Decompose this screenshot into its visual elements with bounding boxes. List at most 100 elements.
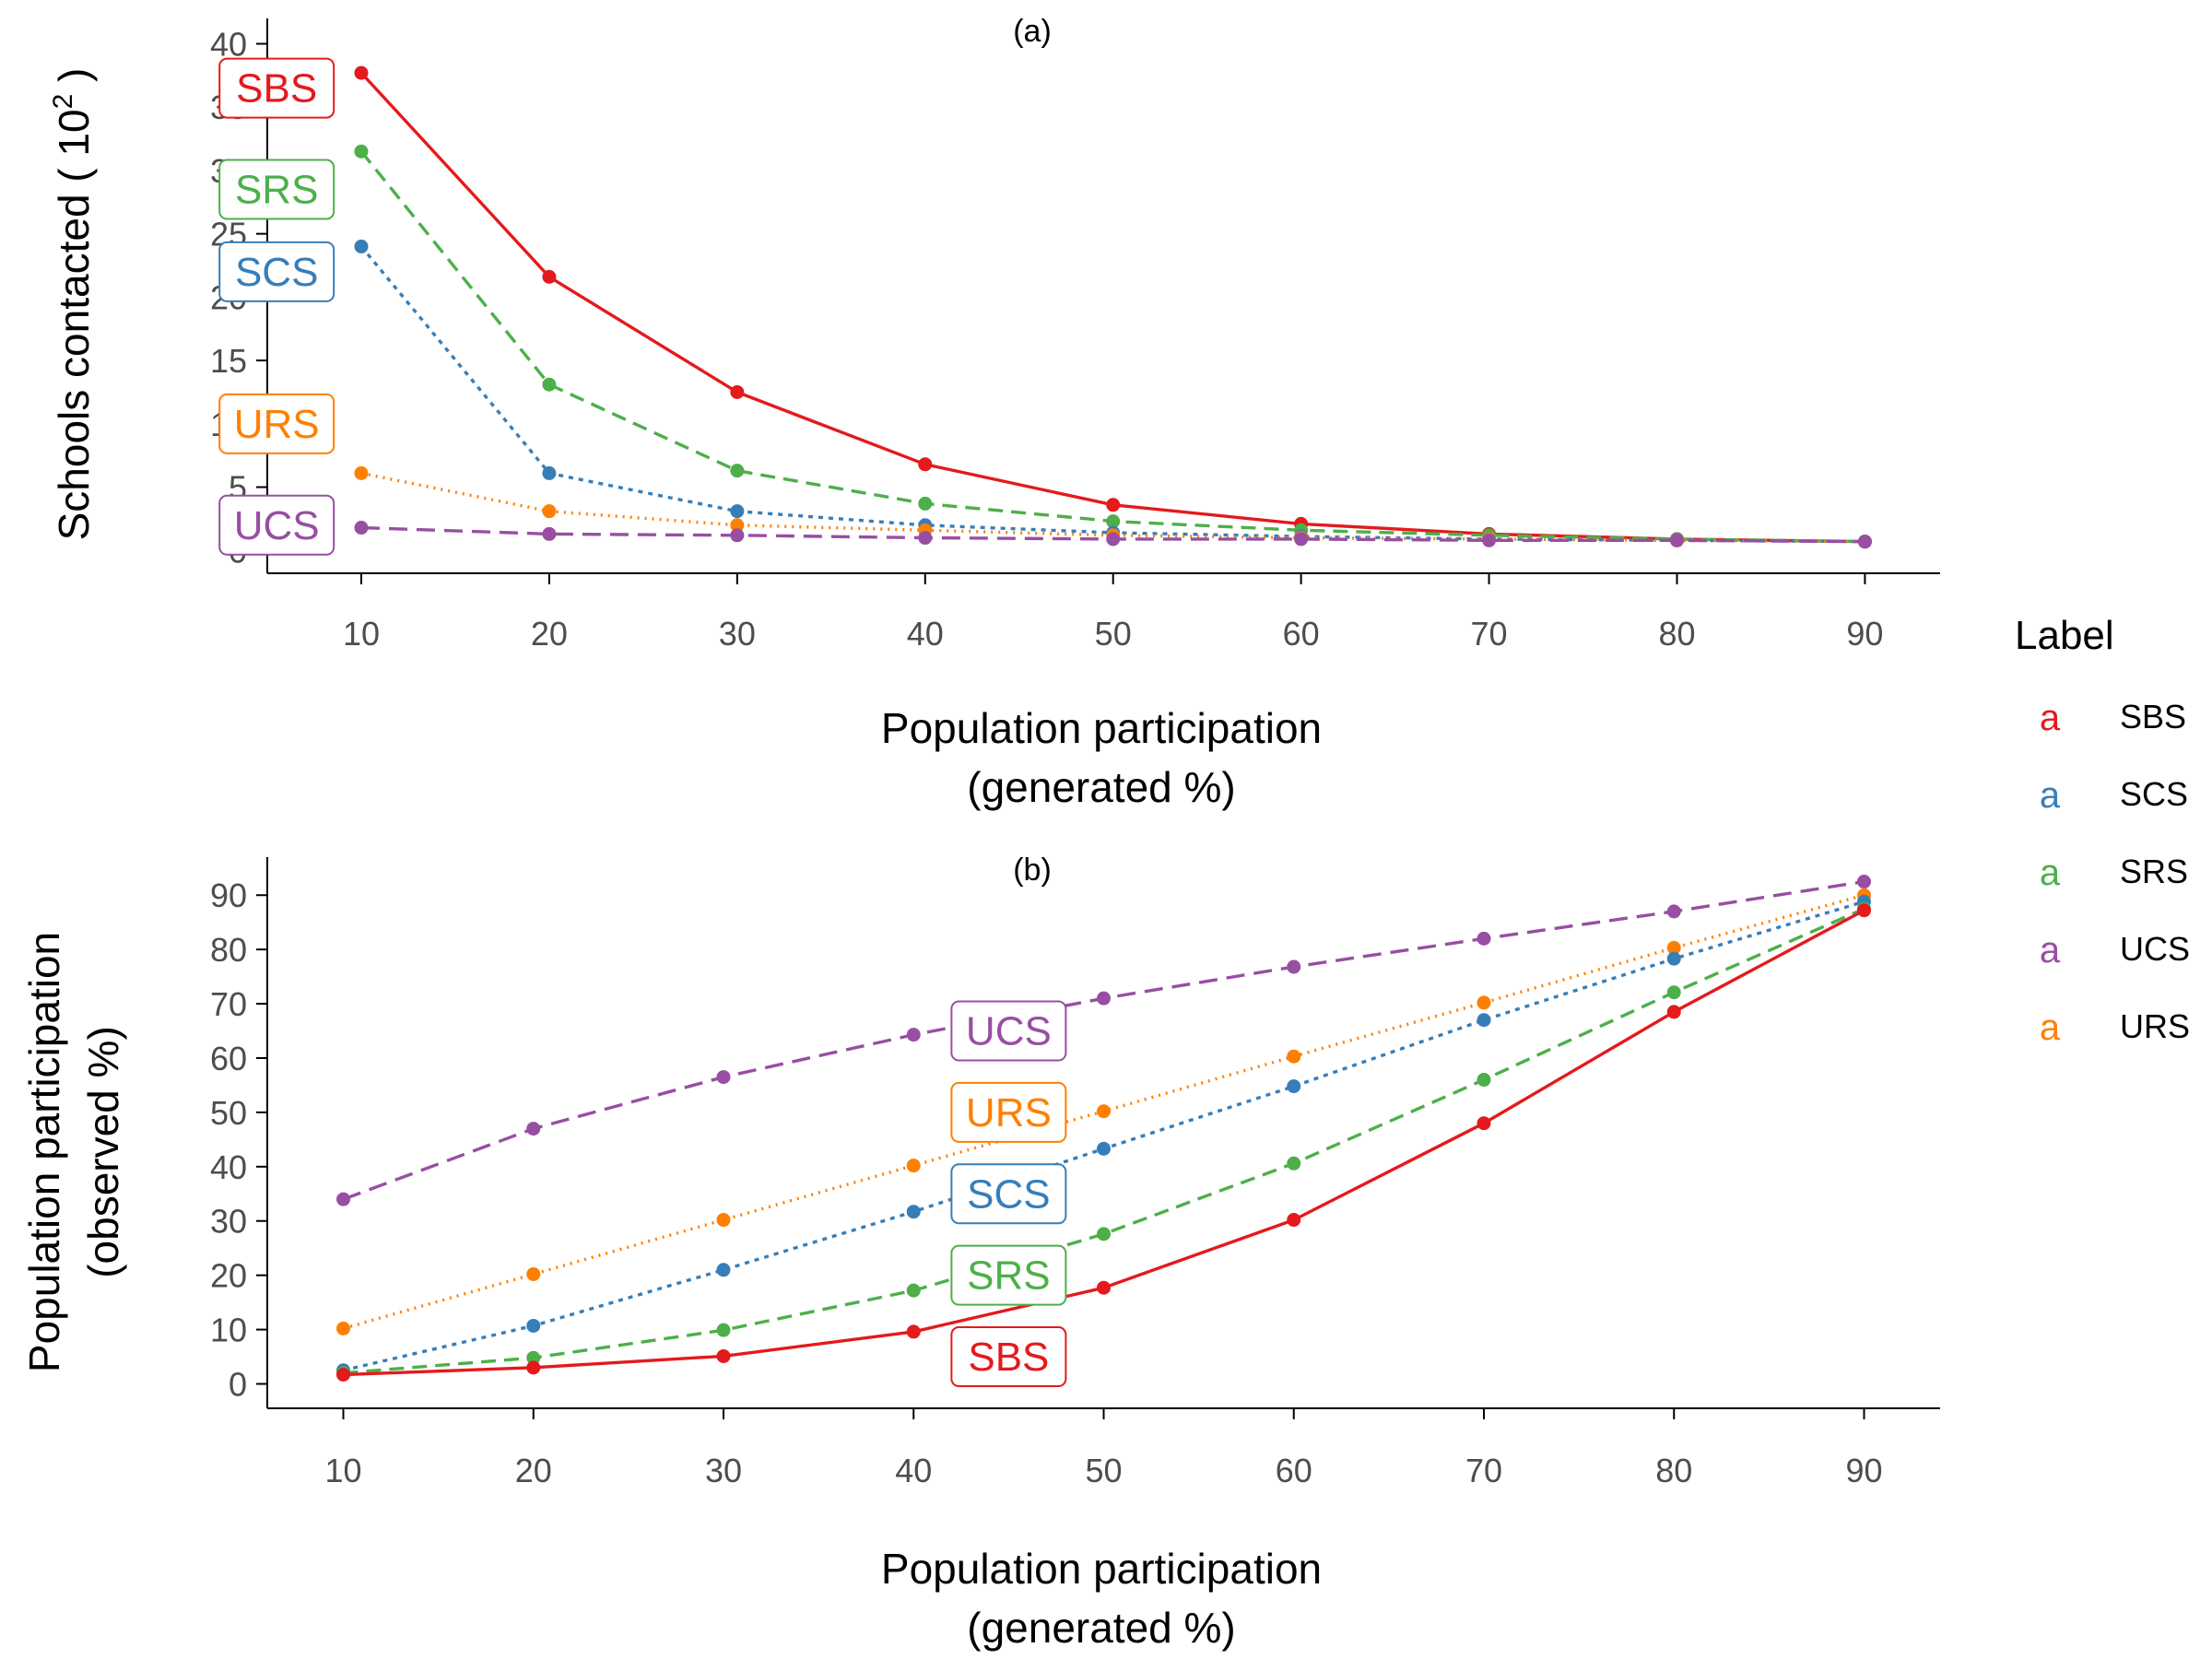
panel-b-series-line-srs [343, 907, 1865, 1375]
panel-b-labels: UCS URS SCS SRS SBS [950, 1000, 1067, 1388]
panel-b-point-ucs [1477, 931, 1491, 946]
panel-b-y-tick-label: 20 [210, 1257, 247, 1295]
panel-a-x-tick-label: 40 [907, 615, 944, 653]
panel-a-label-ucs: UCS [234, 503, 320, 548]
panel-a-label-box-urs [218, 393, 335, 454]
panel-b-label-srs: SRS [967, 1253, 1050, 1299]
panel-b-point-srs [1097, 1227, 1111, 1241]
panel-b-y-tick-label: 90 [210, 877, 247, 914]
panel-a-x-tick-label: 30 [719, 615, 756, 653]
panel-b-x-tick-label: 80 [1655, 1452, 1692, 1489]
panel-a-y-axis-title: Schools contacted ( 102 ) [48, 68, 98, 541]
panel-a-y-tick-label: 15 [210, 342, 247, 380]
panel-b-point-ucs [526, 1122, 541, 1136]
panel-a-label-scs: SCS [235, 250, 318, 295]
panel-b-point-ucs [1857, 875, 1871, 889]
panel-a-x-axis-title-line2: (generated %) [967, 763, 1236, 811]
panel-a-series [354, 65, 1872, 549]
panel-b-label-box-scs [950, 1163, 1067, 1225]
panel-b-y-tick-label: 70 [210, 985, 247, 1023]
panel-a-y-axis-title-main: Schools contacted ( 10 [50, 109, 98, 540]
panel-a-x-tick-label: 50 [1095, 615, 1132, 653]
panel-b-point-urs [716, 1213, 731, 1228]
panel-b-point-sbs [1857, 903, 1871, 918]
panel-b-label-box-urs [950, 1081, 1067, 1143]
legend-label-scs: SCS [2120, 775, 2188, 813]
panel-a-point-srs [1106, 514, 1121, 529]
legend: Label a SBS a SCS a SRS a UCS a URS [2015, 613, 2190, 1048]
panel-b-point-urs [1097, 1104, 1111, 1119]
panel-a-y-axis-title-sup: 2 [48, 94, 78, 110]
panel-a-point-srs [730, 464, 745, 478]
legend-items: a SBS a SCS a SRS a UCS a URS [2040, 698, 2190, 1048]
panel-a-point-scs [542, 465, 557, 480]
panel-b-x-tick-label: 30 [705, 1452, 742, 1489]
panel-b-axes: 0 10 20 30 40 50 60 70 80 90 10 20 30 40 50 60 70 80 90 [210, 857, 1940, 1489]
panel-b-y-tick-label: 10 [210, 1312, 247, 1349]
panel-a-label-box-sbs [218, 57, 335, 119]
panel-b-point-ucs [1287, 959, 1301, 974]
legend-key-urs: a [2040, 1007, 2061, 1048]
panel-b-label-urs: URS [966, 1090, 1052, 1135]
panel-a-point-ucs [1294, 532, 1309, 547]
panel-a-point-urs [730, 518, 745, 533]
panel-b-point-sbs [906, 1324, 921, 1339]
panel-a-label-sbs: SBS [236, 66, 317, 112]
panel-a-x-tick-label: 10 [343, 615, 380, 653]
panel-b-point-srs [526, 1350, 541, 1365]
panel-a-point-scs [730, 504, 745, 519]
panel-b-point-urs [1477, 995, 1491, 1010]
panel-a-x-tick-label: 20 [531, 615, 568, 653]
panel-a-point-sbs [354, 65, 369, 80]
panel-a-point-ucs [918, 531, 933, 546]
panel-b-label-ucs: UCS [966, 1009, 1052, 1054]
panel-b-x-tick-label: 90 [1845, 1452, 1882, 1489]
panel-a-label-box-srs [218, 159, 335, 220]
panel-a-point-scs [354, 239, 369, 253]
panel-a-y-tick-label: 40 [210, 25, 247, 63]
panel-a-title: (a) [1013, 14, 1052, 49]
legend-label-srs: SRS [2120, 853, 2188, 890]
panel-b-y-tick-label: 0 [229, 1365, 247, 1403]
panel-b: (b) Population participation (observed %… [20, 853, 1940, 1652]
panel-b-point-sbs [1477, 1116, 1491, 1131]
panel-b-y-axis-title-line1: Population participation [20, 932, 68, 1372]
panel-b-point-urs [526, 1266, 541, 1281]
panel-b-point-scs [1477, 1013, 1491, 1028]
panel-b-title: (b) [1013, 853, 1052, 888]
panel-b-label-sbs: SBS [968, 1335, 1049, 1380]
panel-b-point-ucs [336, 1192, 350, 1206]
panel-b-point-srs [1287, 1156, 1301, 1171]
panel-a-label-box-scs [218, 241, 335, 302]
panel-b-point-ucs [716, 1070, 731, 1085]
panel-b-point-srs [906, 1283, 921, 1298]
panel-a-point-sbs [542, 269, 557, 284]
panel-a-point-ucs [1669, 533, 1684, 547]
panel-b-label-scs: SCS [967, 1171, 1050, 1217]
panel-a-point-urs [542, 504, 557, 519]
panel-a-point-ucs [354, 521, 369, 535]
legend-key-sbs: a [2040, 698, 2061, 738]
panel-b-point-srs [1666, 985, 1681, 1000]
panel-b-point-urs [336, 1321, 350, 1335]
legend-label-sbs: SBS [2120, 698, 2186, 735]
panel-b-y-tick-label: 50 [210, 1094, 247, 1132]
panel-a-point-ucs [542, 526, 557, 541]
panel-a-x-tick-label: 90 [1846, 615, 1883, 653]
panel-b-x-tick-label: 20 [515, 1452, 552, 1489]
panel-a-label-urs: URS [234, 402, 320, 447]
panel-b-point-scs [1666, 951, 1681, 966]
legend-key-srs: a [2040, 853, 2061, 893]
panel-b-x-tick-label: 40 [895, 1452, 932, 1489]
panel-a-label-box-ucs [218, 494, 335, 556]
panel-a-point-urs [354, 465, 369, 480]
panel-b-point-srs [716, 1323, 731, 1337]
panel-a-point-sbs [918, 457, 933, 472]
panel-b-y-axis-title-line2: (observed %) [79, 1026, 127, 1278]
panel-b-point-ucs [1666, 904, 1681, 919]
panel-a-point-srs [918, 496, 933, 511]
panel-a-point-srs [354, 144, 369, 159]
panel-a-x-tick-label: 70 [1471, 615, 1508, 653]
panel-b-point-ucs [906, 1028, 921, 1042]
